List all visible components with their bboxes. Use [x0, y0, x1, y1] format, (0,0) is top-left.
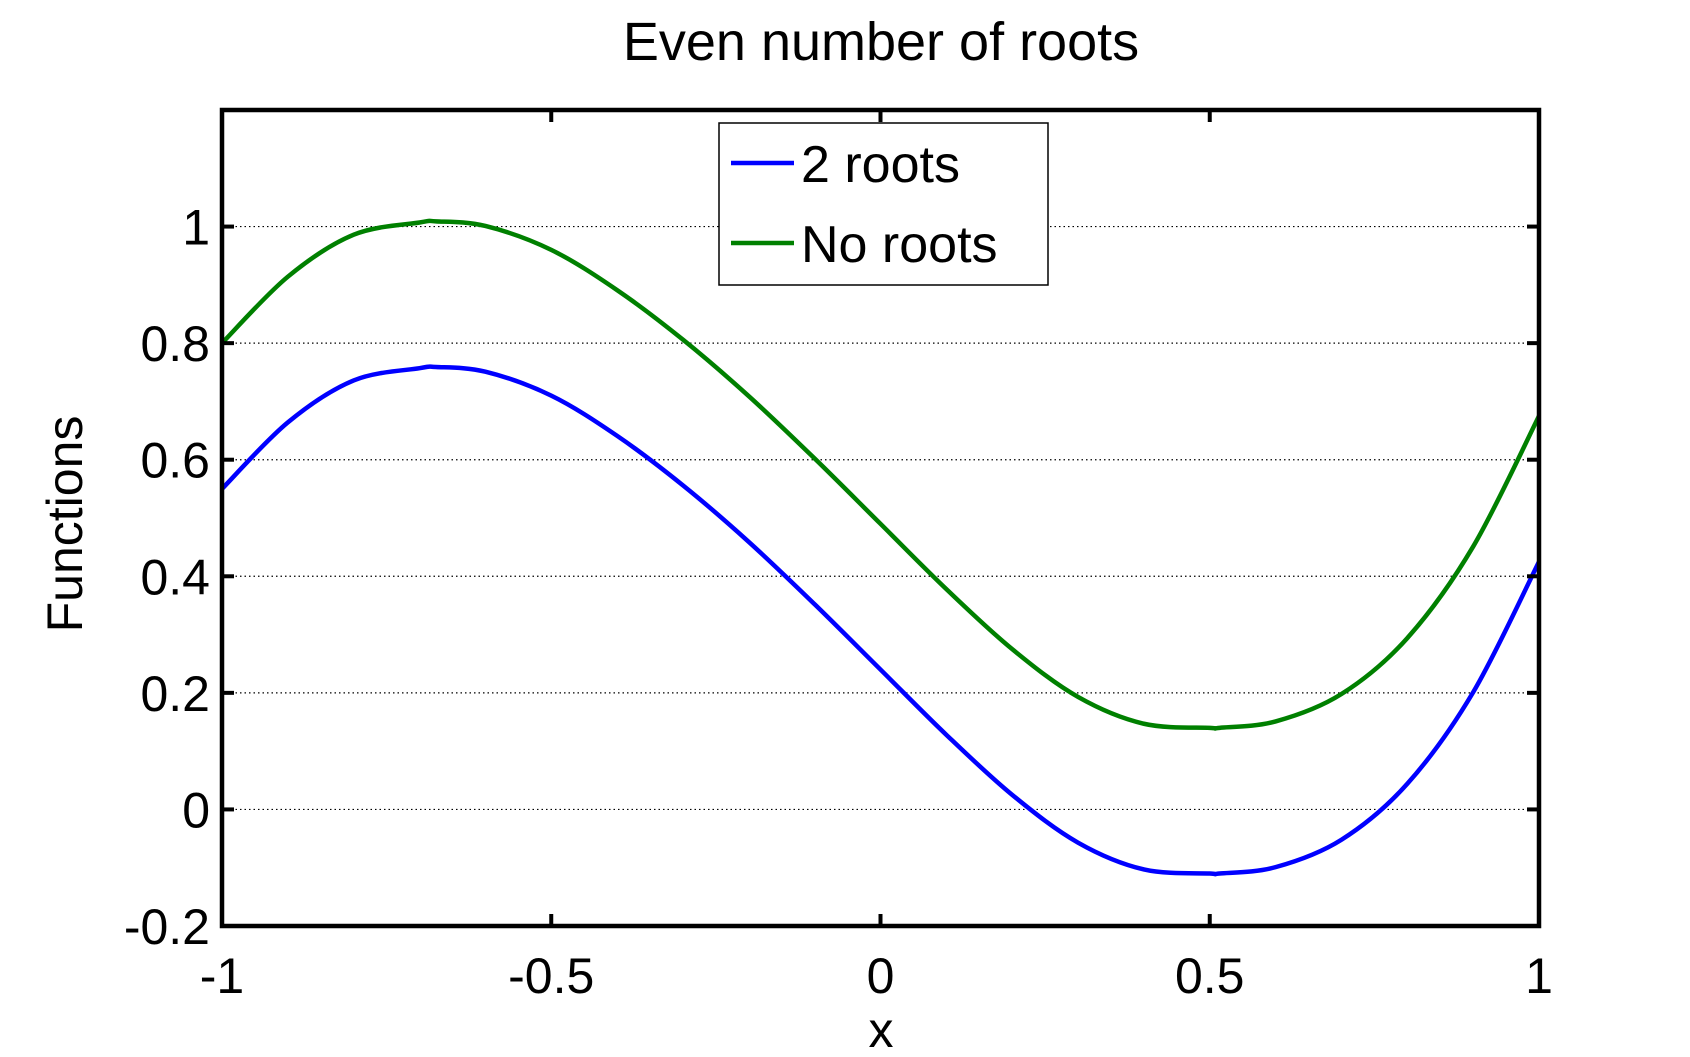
x-tick-label: 0	[867, 948, 895, 1004]
x-tick-labels: -1 -0.5 0 0.5 1	[200, 948, 1553, 1004]
y-axis-label: Functions	[37, 416, 93, 633]
legend-label-2-roots: 2 roots	[801, 136, 960, 194]
x-tick-label: 0.5	[1175, 948, 1245, 1004]
series-layer	[220, 218, 1542, 877]
y-tick-label: 0.4	[140, 549, 210, 605]
series-line-no-roots	[220, 218, 1542, 731]
series-line-2-roots	[220, 364, 1542, 877]
x-tick-label: -1	[200, 948, 244, 1004]
x-tick-label: 1	[1525, 948, 1553, 1004]
x-axis-label: x	[869, 1002, 894, 1057]
chart-title: Even number of roots	[623, 12, 1139, 72]
legend: 2 roots No roots	[718, 122, 1049, 286]
legend-box	[718, 122, 1049, 286]
y-tick-labels: -0.2 0 0.2 0.4 0.6 0.8 1	[124, 200, 210, 955]
y-tick-label: 0.6	[140, 433, 210, 489]
legend-label-no-roots: No roots	[801, 216, 998, 274]
x-tick-label: -0.5	[508, 948, 594, 1004]
y-tick-label: 1	[182, 200, 210, 256]
y-tick-label: 0	[182, 782, 210, 838]
y-tick-label: 0.2	[140, 666, 210, 722]
y-tick-label: 0.8	[140, 316, 210, 372]
y-tick-label: -0.2	[124, 899, 210, 955]
tick-marks	[220, 110, 1541, 928]
